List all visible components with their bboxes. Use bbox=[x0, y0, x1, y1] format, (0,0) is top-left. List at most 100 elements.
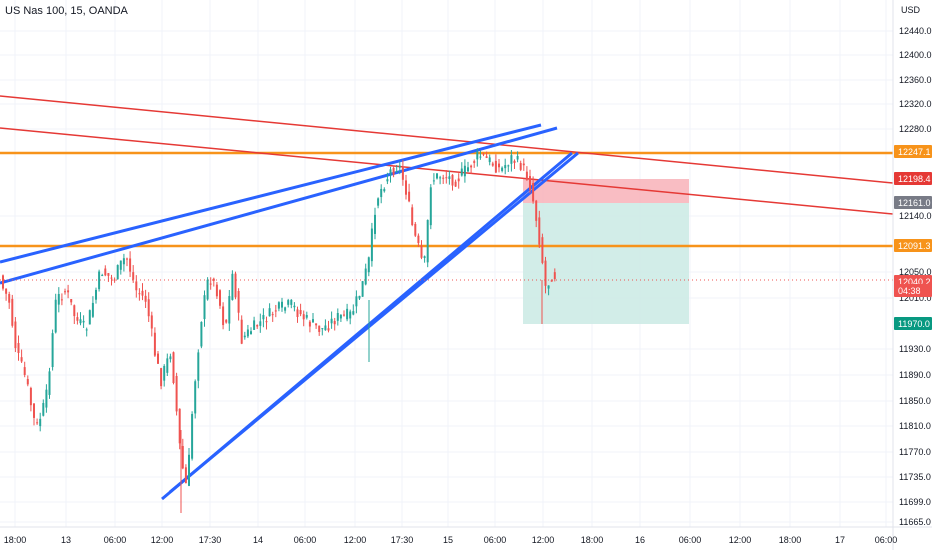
candle-body bbox=[386, 179, 389, 182]
x-tick-label: 17 bbox=[835, 535, 845, 545]
candle-body bbox=[330, 318, 333, 324]
price-badge: 12247.1 bbox=[894, 145, 932, 158]
candle-body bbox=[175, 376, 178, 412]
candle-body bbox=[380, 188, 383, 198]
candle-body bbox=[398, 165, 401, 168]
descending-trendline-upper bbox=[0, 95, 894, 184]
candle-body bbox=[129, 258, 132, 272]
y-tick-label: 12360.0 bbox=[899, 75, 932, 85]
candle-body bbox=[442, 177, 445, 179]
price-badge: 12198.4 bbox=[894, 172, 932, 185]
candle-body bbox=[501, 167, 504, 171]
candle-body bbox=[432, 180, 435, 182]
candle-body bbox=[271, 314, 274, 316]
y-tick-label: 12140.0 bbox=[899, 211, 932, 221]
price-badge-label: 04:38 bbox=[898, 286, 921, 296]
y-tick-label: 12440.0 bbox=[899, 26, 932, 36]
candle-body bbox=[401, 166, 404, 180]
candle-body bbox=[287, 300, 290, 305]
channel-line-bottom-2 bbox=[169, 151, 579, 494]
candle-body bbox=[191, 414, 194, 459]
candle-body bbox=[240, 319, 243, 344]
candle-body bbox=[45, 389, 48, 408]
price-badge-bg bbox=[894, 145, 932, 158]
candle-body bbox=[5, 288, 8, 294]
candle-body bbox=[231, 273, 234, 300]
candle-body bbox=[312, 319, 314, 323]
candle-body bbox=[200, 321, 203, 347]
candle-body bbox=[48, 371, 51, 395]
candle-body bbox=[132, 272, 135, 280]
candle-body bbox=[110, 277, 113, 279]
candle-body bbox=[364, 268, 367, 285]
candle-body bbox=[138, 293, 141, 295]
x-tick-label: 06:00 bbox=[484, 535, 507, 545]
candle-body bbox=[525, 171, 528, 180]
candle-body bbox=[522, 163, 525, 166]
candle-body bbox=[64, 291, 66, 293]
candle-body bbox=[98, 271, 101, 290]
candle-body bbox=[467, 167, 469, 172]
x-tick-label: 13 bbox=[61, 535, 71, 545]
candle-body bbox=[367, 257, 370, 273]
candle-body bbox=[250, 331, 252, 335]
candle-body bbox=[302, 314, 305, 320]
candle-body bbox=[445, 177, 448, 179]
candle-body bbox=[504, 165, 507, 169]
candle-body bbox=[36, 422, 39, 424]
price-badge-label: 12091.3 bbox=[898, 241, 931, 251]
candle-body bbox=[113, 279, 116, 281]
x-tick-label: 12:00 bbox=[151, 535, 174, 545]
y-tick-label: 11770.0 bbox=[899, 447, 931, 457]
candle-body bbox=[172, 352, 175, 384]
candle-body bbox=[423, 256, 426, 258]
price-badge-bg bbox=[894, 172, 932, 185]
candle-body bbox=[135, 281, 138, 291]
x-tick-label: 12:00 bbox=[532, 535, 555, 545]
y-tick-label: 12010.0 bbox=[899, 293, 932, 303]
candle-body bbox=[219, 290, 221, 306]
candle-body bbox=[473, 161, 476, 163]
candle-body bbox=[498, 163, 500, 168]
candle-body bbox=[57, 293, 60, 305]
candle-body bbox=[470, 165, 473, 168]
trend-lines[interactable] bbox=[0, 95, 894, 501]
candle-body bbox=[228, 296, 231, 324]
x-tick-label: 06:00 bbox=[875, 535, 898, 545]
candle-body bbox=[510, 155, 513, 164]
y-tick-label: 11699.0 bbox=[899, 497, 931, 507]
price-badge-bg bbox=[894, 239, 932, 252]
candle-body bbox=[339, 314, 342, 319]
candle-body bbox=[420, 245, 423, 258]
candle-body bbox=[54, 299, 57, 333]
candle-body bbox=[237, 290, 240, 313]
candle-body bbox=[157, 353, 159, 364]
candle-body bbox=[104, 268, 107, 276]
candle-body bbox=[516, 155, 519, 160]
y-tick-label: 11850.0 bbox=[899, 396, 931, 406]
candle-body bbox=[454, 181, 457, 187]
candle-body bbox=[107, 273, 110, 276]
candle-body bbox=[79, 319, 82, 324]
candle-body bbox=[538, 217, 541, 245]
time-axis: 18:00 13 06:00 12:00 17:30 14 06:00 12:00 17:30 1… bbox=[0, 526, 932, 545]
candle-body bbox=[17, 343, 20, 353]
candle-body bbox=[166, 358, 169, 373]
candle-body bbox=[318, 325, 321, 332]
candle-body bbox=[377, 198, 380, 206]
candle-body bbox=[147, 299, 150, 317]
candle-body bbox=[184, 467, 187, 484]
candle-body bbox=[268, 308, 271, 317]
candle-body bbox=[262, 315, 265, 320]
y-tick-label: 12280.0 bbox=[899, 124, 932, 134]
candle-body bbox=[212, 278, 215, 281]
x-tick-label: 17:30 bbox=[199, 535, 222, 545]
y-tick-label: 12320.0 bbox=[899, 99, 932, 109]
candle-body bbox=[256, 325, 259, 327]
candle-body bbox=[491, 163, 494, 166]
x-tick-label: 16 bbox=[635, 535, 645, 545]
price-badge-label: 11970.0 bbox=[898, 319, 930, 329]
candle-body bbox=[222, 306, 225, 326]
